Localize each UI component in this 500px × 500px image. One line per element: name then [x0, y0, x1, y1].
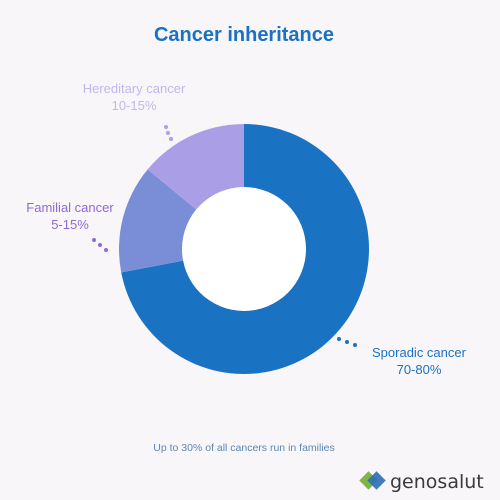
donut-hole — [182, 187, 306, 311]
leader-dots-sporadic — [337, 337, 357, 347]
genosalut-logo-icon — [359, 471, 386, 490]
leader-dots-hereditary — [164, 125, 173, 141]
slice-label-hereditary: Hereditary cancer — [83, 81, 186, 96]
leader-dots-familial — [92, 238, 108, 252]
chart-title: Cancer inheritance — [154, 24, 334, 46]
slice-range-familial: 5-15% — [51, 217, 89, 232]
brand-name: genosalut — [390, 471, 484, 493]
slice-range-sporadic: 70-80% — [397, 362, 442, 377]
footnote: Up to 30% of all cancers run in families — [153, 442, 335, 454]
slice-range-hereditary: 10-15% — [112, 98, 157, 113]
slice-label-familial: Familial cancer — [26, 200, 114, 215]
slice-label-sporadic: Sporadic cancer — [372, 345, 467, 360]
